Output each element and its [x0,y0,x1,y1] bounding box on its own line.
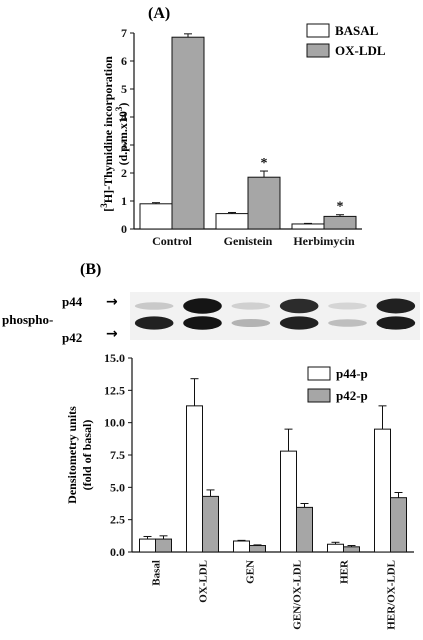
panel-b-y-label-line2: (fold of basal) [80,420,94,491]
blot-band-p42 [134,316,174,330]
legend-label-basal: BASAL [335,23,379,38]
significance-marker: * [261,156,268,171]
y-tick-label: 15.0 [104,351,125,365]
blot-band-p42 [183,316,222,330]
y-tick-label: 6 [121,54,127,68]
x-tick-label: Genistein [224,234,273,248]
blot-band-p44 [134,302,174,310]
panel-b-label: (B) [80,261,101,278]
y-tick-label: 0 [121,222,127,236]
bar [171,36,205,230]
bar [280,450,297,553]
y-tick-label: 10.0 [104,416,125,430]
bar [139,203,173,230]
legend-label-p42: p42-p [336,388,368,403]
y-tick-label: 7.5 [110,448,125,462]
x-tick-label: Control [152,234,192,248]
x-tick-label: HER [339,559,351,584]
panel-b-legend: p44-p p42-p [307,366,368,403]
bar [247,176,281,230]
legend-swatch-p42 [307,388,331,403]
bar [291,223,325,230]
legend-swatch-p44 [307,366,331,381]
legend-swatch-oxldl [306,43,330,58]
y-tick-label: 0.0 [110,545,125,559]
significance-marker: * [337,200,344,215]
panel-b-plot: 0.0 2.5 5.0 7.5 10.0 12.5 15.0 Basal OX-LDL GEN GE… [104,351,414,630]
bar [139,538,156,553]
bar [155,538,172,553]
bar [186,405,203,553]
blot-bands [134,298,416,330]
blot-band-p44 [183,298,222,314]
y-tick-label: 5.0 [110,480,125,494]
blot-arrow-p42: → [106,326,118,342]
y-tick-label: 3 [121,138,127,152]
bar [327,543,344,553]
blot-band-p42 [328,319,367,327]
bar [296,506,313,553]
blot-band-p42 [376,316,416,330]
panel-a-y-title: [3H]-Thymidine incorporation (d.p.m.x103… [99,56,130,212]
y-tick-label: 4 [121,110,127,124]
bar [323,215,357,230]
y-tick-label: 2.5 [110,513,125,527]
blot-band-p44 [376,298,416,314]
legend-label-p44: p44-p [336,366,368,381]
bar [215,213,249,230]
panel-b-y-label-line1: Densitometry units [65,406,79,504]
panel-b: (B) p44 → phospho- p42 → Densitometry un… [2,261,420,630]
legend-label-oxldl: OX-LDL [335,43,386,58]
x-tick-label: Herbimycin [293,234,355,248]
x-tick-label: OX-LDL [198,560,210,603]
blot-background [130,292,420,340]
blot-band-p42 [231,319,271,327]
blot-label-p44: p44 [62,294,83,309]
y-tick-label: 5 [121,82,127,96]
bar [233,540,250,553]
blot-arrow-p44: → [106,294,118,310]
x-tick-label: GEN [245,560,257,584]
blot-band-p44 [328,302,367,310]
bar [374,428,391,553]
bar [202,495,219,553]
y-tick-label: 1 [121,194,127,208]
legend-swatch-basal [306,23,330,38]
blot-label-phospho: phospho- [2,312,53,327]
bar [390,497,407,553]
panel-a-label: (A) [148,5,170,22]
blot-band-p44 [231,302,271,310]
panel-a-y-label-line1: [3H]-Thymidine incorporation [99,56,115,212]
panel-a: (A) [3H]-Thymidine incorporation (d.p.m.… [99,5,386,248]
y-tick-label: 12.5 [104,383,125,397]
blot-band-p44 [279,298,319,314]
bar [343,546,360,553]
panel-b-y-title: Densitometry units (fold of basal) [65,406,94,504]
y-tick-label: 7 [121,26,127,40]
blot-label-p42: p42 [62,330,82,345]
x-tick-label: GEN/OX-LDL [292,560,304,630]
x-tick-label: HER/OX-LDL [386,560,398,630]
bar [249,545,266,553]
x-tick-label: Basal [151,560,163,586]
panel-a-y-label-line2: (d.p.m.x103) [114,103,130,166]
western-blot: p44 → phospho- p42 → [2,292,420,345]
blot-band-p42 [279,316,319,330]
panel-a-plot: 0 1 2 3 4 5 6 7 Control * Genistein * Herbimycin [121,26,362,248]
panel-a-legend: BASAL OX-LDL [306,23,386,58]
y-tick-label: 2 [121,166,127,180]
